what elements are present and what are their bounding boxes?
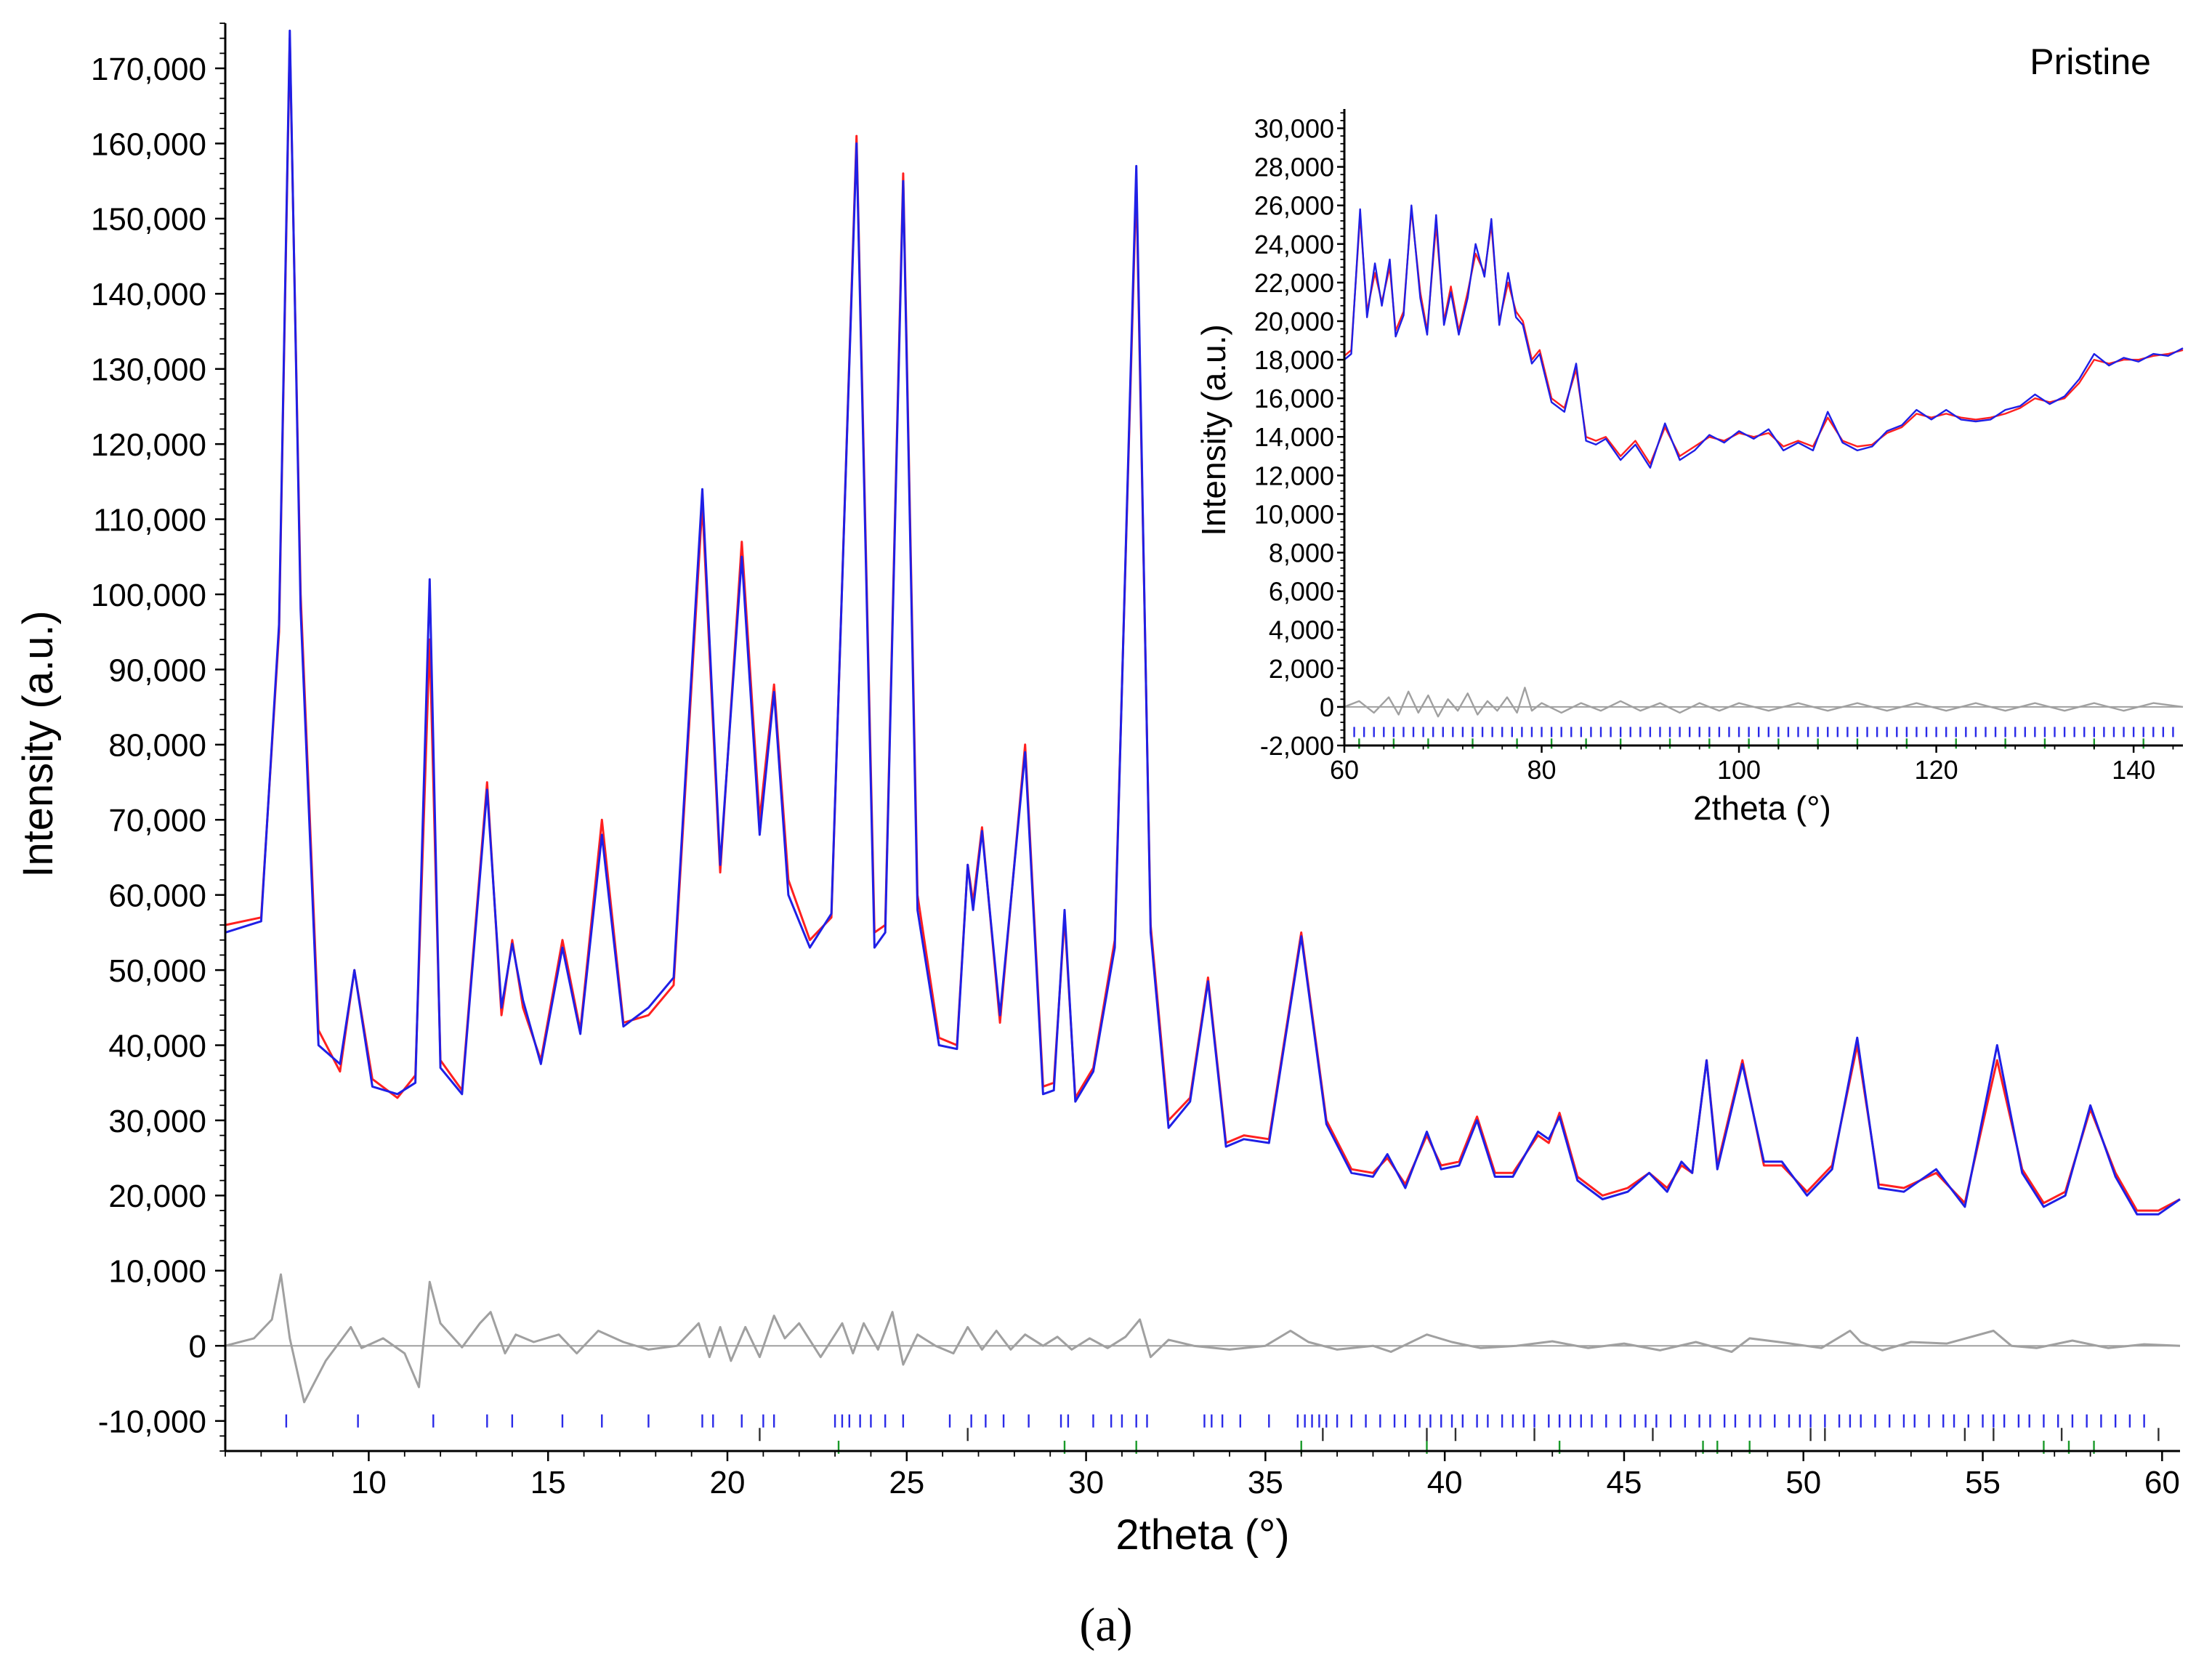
inset-curves bbox=[1344, 204, 2184, 718]
main-x-tick-label: 20 bbox=[710, 1465, 746, 1500]
main-y-tick-label: 50,000 bbox=[108, 953, 206, 989]
main-x-tick-label: 60 bbox=[2144, 1465, 2180, 1500]
main-y-axis-label: Intensity (a.u.) bbox=[15, 610, 62, 877]
main-y-tick-label: 90,000 bbox=[108, 652, 206, 688]
inset-y-tick-labels: -2,000 0 2,000 4,000 6,000 8,000 10,000 12,000 1… bbox=[1254, 112, 1344, 761]
inset-y-tick-label: 16,000 bbox=[1254, 384, 1334, 413]
inset-reflection-ticks bbox=[1353, 727, 2174, 749]
main-y-tick-label: 150,000 bbox=[91, 202, 206, 238]
main-y-tick-label: 20,000 bbox=[108, 1179, 206, 1214]
main-reflection-ticks bbox=[285, 1414, 2160, 1454]
inset-x-tick-label: 140 bbox=[2112, 755, 2155, 785]
inset-y-tick-label: 4,000 bbox=[1269, 615, 1334, 645]
inset-x-axis-label: 2theta (°) bbox=[1693, 789, 1831, 827]
main-y-tick-label: 40,000 bbox=[108, 1028, 206, 1064]
inset-axes bbox=[1343, 109, 2183, 747]
main-y-tick-label: 10,000 bbox=[108, 1254, 206, 1290]
main-x-tick-label: 45 bbox=[1606, 1465, 1642, 1500]
inset-x-tick-labels: 60 80 100 120 140 bbox=[1330, 745, 2174, 785]
main-difference-line bbox=[225, 1273, 2181, 1404]
inset-x-tick-label: 100 bbox=[1717, 755, 1761, 785]
main-x-tick-labels: 10 15 20 25 30 35 40 45 50 55 60 bbox=[225, 1451, 2180, 1500]
main-axes bbox=[224, 23, 2180, 1452]
main-y-tick-label: 130,000 bbox=[91, 352, 206, 388]
main-y-tick-label: 60,000 bbox=[108, 878, 206, 914]
main-x-axis-label: 2theta (°) bbox=[1115, 1511, 1289, 1559]
inset-y-tick-label: 14,000 bbox=[1254, 422, 1334, 452]
main-y-tick-label: 80,000 bbox=[108, 728, 206, 764]
inset-difference-line bbox=[1344, 687, 2184, 718]
main-x-tick-label: 10 bbox=[351, 1465, 387, 1500]
inset-y-tick-label: 0 bbox=[1320, 692, 1334, 722]
inset-y-tick-label: 20,000 bbox=[1254, 307, 1334, 336]
inset-y-tick-label: 10,000 bbox=[1254, 499, 1334, 529]
inset-y-tick-label: 6,000 bbox=[1269, 577, 1334, 607]
inset-chart: Pristine 60 80 100 120 140 -2,000 0 2,000 4,000… bbox=[1195, 41, 2184, 827]
main-x-tick-label: 35 bbox=[1248, 1465, 1283, 1500]
main-y-tick-label: 100,000 bbox=[91, 578, 206, 613]
inset-y-tick-label: 30,000 bbox=[1254, 114, 1334, 144]
inset-y-tick-label: 8,000 bbox=[1269, 538, 1334, 568]
inset-x-tick-label: 60 bbox=[1330, 755, 1359, 785]
main-x-tick-label: 50 bbox=[1785, 1465, 1821, 1500]
inset-x-tick-label: 80 bbox=[1527, 755, 1557, 785]
main-chart: 10 15 20 25 30 35 40 45 50 55 60 -10,000 0 10,000 20,… bbox=[15, 23, 2181, 1559]
main-y-tick-label: 120,000 bbox=[91, 427, 206, 463]
inset-y-tick-label: 24,000 bbox=[1254, 230, 1334, 259]
main-x-tick-label: 25 bbox=[889, 1465, 924, 1500]
main-x-tick-label: 40 bbox=[1427, 1465, 1463, 1500]
inset-y-axis-label: Intensity (a.u.) bbox=[1195, 324, 1232, 536]
main-x-tick-label: 30 bbox=[1068, 1465, 1104, 1500]
main-y-tick-label: 0 bbox=[189, 1329, 206, 1365]
main-observed-line bbox=[225, 29, 2181, 1216]
inset-y-tick-label: 2,000 bbox=[1269, 654, 1334, 684]
inset-observed-line bbox=[1344, 204, 2184, 469]
main-y-tick-labels: -10,000 0 10,000 20,000 30,000 40,000 50,000 60… bbox=[91, 23, 225, 1452]
inset-y-tick-label: 22,000 bbox=[1254, 268, 1334, 298]
inset-x-tick-label: 120 bbox=[1915, 755, 1958, 785]
main-y-tick-label: 170,000 bbox=[91, 52, 206, 87]
main-y-tick-label: 160,000 bbox=[91, 126, 206, 162]
inset-y-tick-label: 26,000 bbox=[1254, 191, 1334, 221]
inset-title: Pristine bbox=[2030, 41, 2151, 82]
main-curves bbox=[225, 29, 2181, 1404]
figure-caption: (a) bbox=[1079, 1599, 1132, 1652]
inset-y-tick-label: -2,000 bbox=[1260, 731, 1334, 761]
main-y-tick-label: 110,000 bbox=[93, 502, 206, 538]
inset-y-tick-label: 12,000 bbox=[1254, 461, 1334, 490]
inset-y-tick-label: 28,000 bbox=[1254, 153, 1334, 182]
main-y-tick-label: -10,000 bbox=[98, 1404, 206, 1439]
main-x-tick-label: 15 bbox=[530, 1465, 566, 1500]
main-y-tick-label: 30,000 bbox=[108, 1104, 206, 1139]
main-y-tick-label: 140,000 bbox=[91, 277, 206, 312]
main-x-tick-label: 55 bbox=[1965, 1465, 2001, 1500]
main-y-tick-label: 70,000 bbox=[108, 803, 206, 838]
inset-y-tick-label: 18,000 bbox=[1254, 345, 1334, 375]
